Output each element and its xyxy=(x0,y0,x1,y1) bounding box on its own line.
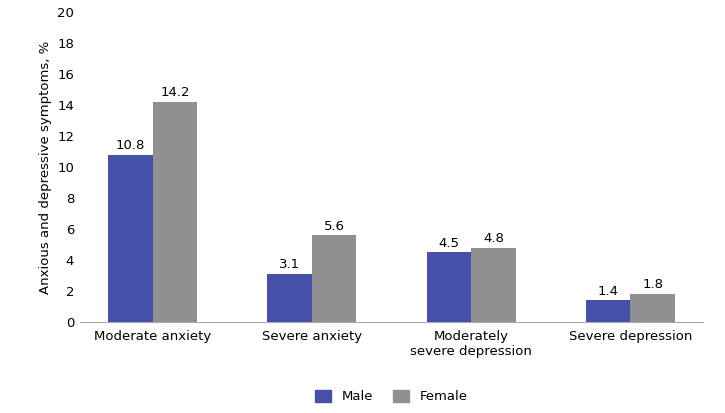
Legend: Male, Female: Male, Female xyxy=(310,385,473,408)
Bar xyxy=(312,235,357,322)
Bar xyxy=(108,155,153,322)
Text: 1.4: 1.4 xyxy=(597,285,618,298)
Text: 4.5: 4.5 xyxy=(439,237,460,249)
Bar xyxy=(630,294,675,322)
Bar xyxy=(586,301,630,322)
Bar xyxy=(471,248,515,322)
Text: 1.8: 1.8 xyxy=(642,278,663,292)
Bar xyxy=(426,252,471,322)
Bar xyxy=(153,102,197,322)
Y-axis label: Anxious and depressive symptoms, %: Anxious and depressive symptoms, % xyxy=(38,40,51,294)
Text: 3.1: 3.1 xyxy=(279,259,300,271)
Text: 4.8: 4.8 xyxy=(483,232,504,245)
Text: 10.8: 10.8 xyxy=(116,139,145,152)
Text: 5.6: 5.6 xyxy=(323,220,344,233)
Text: 14.2: 14.2 xyxy=(160,86,190,100)
Bar xyxy=(268,274,312,322)
